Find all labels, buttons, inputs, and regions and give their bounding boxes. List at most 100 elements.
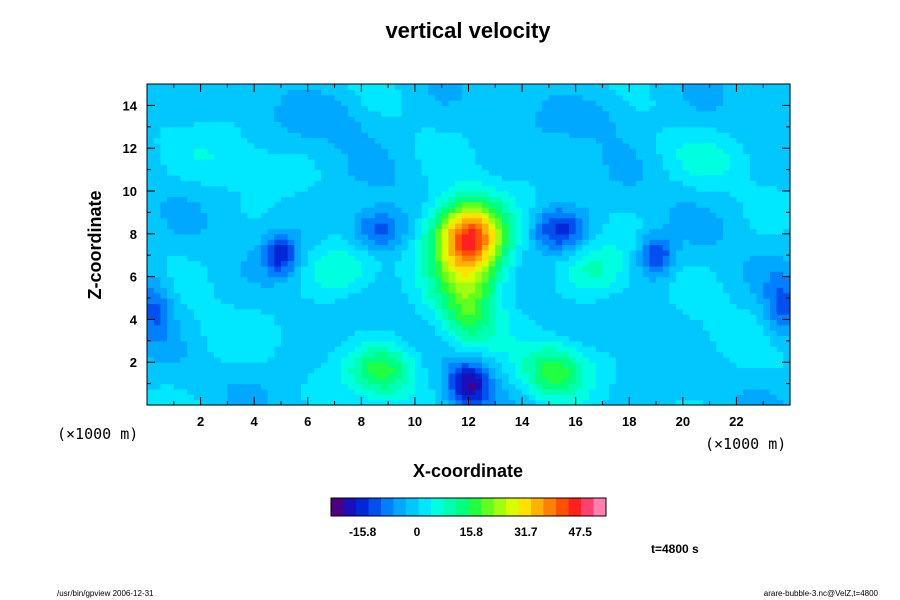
heatmap-cell	[200, 228, 208, 235]
heatmap-cell	[408, 212, 416, 219]
heatmap-cell	[220, 228, 228, 235]
heatmap-cell	[615, 121, 624, 128]
heatmap-cell	[301, 265, 309, 272]
heatmap-cell	[642, 287, 650, 294]
heatmap-cell	[381, 260, 389, 267]
heatmap-cell	[555, 244, 563, 251]
heatmap-cell	[240, 303, 249, 310]
heatmap-cell	[555, 207, 563, 213]
heatmap-cell	[307, 180, 316, 187]
heatmap-cell	[321, 287, 329, 294]
heatmap-cell	[522, 265, 530, 272]
heatmap-cell	[167, 164, 175, 171]
heatmap-cell	[555, 116, 563, 123]
heatmap-cell	[622, 330, 630, 337]
heatmap-cell	[535, 265, 543, 272]
heatmap-cell	[575, 372, 583, 379]
heatmap-cell	[368, 335, 376, 342]
heatmap-cell	[408, 207, 416, 213]
heatmap-cell	[682, 217, 691, 224]
heatmap-cell	[307, 233, 316, 240]
heatmap-cell	[602, 303, 610, 310]
heatmap-cell	[435, 335, 443, 342]
heatmap-cell	[649, 319, 657, 326]
heatmap-cell	[294, 340, 302, 347]
heatmap-cell	[334, 378, 342, 385]
heatmap-cell	[147, 351, 155, 358]
heatmap-cell	[414, 142, 423, 149]
heatmap-cell	[622, 265, 630, 272]
heatmap-cell	[341, 330, 349, 337]
heatmap-cell	[301, 94, 309, 101]
heatmap-cell	[341, 132, 349, 139]
heatmap-cell	[528, 84, 537, 90]
heatmap-cell	[307, 378, 316, 385]
heatmap-cell	[394, 292, 403, 299]
heatmap-cell	[213, 126, 222, 133]
heatmap-cell	[180, 185, 188, 192]
heatmap-cell	[669, 346, 677, 353]
heatmap-cell	[542, 362, 550, 369]
heatmap-cell	[247, 335, 255, 342]
heatmap-cell	[501, 298, 510, 304]
heatmap-cell	[147, 105, 155, 112]
heatmap-cell	[555, 217, 563, 224]
heatmap-cell	[629, 153, 637, 160]
heatmap-cell	[582, 367, 590, 374]
heatmap-cell	[568, 169, 577, 176]
heatmap-cell	[548, 207, 557, 213]
heatmap-cell	[481, 217, 490, 224]
heatmap-cell	[388, 287, 396, 294]
heatmap-cell	[294, 356, 302, 363]
heatmap-cell	[301, 356, 309, 363]
heatmap-cell	[669, 260, 677, 267]
heatmap-cell	[568, 233, 577, 240]
heatmap-cell	[682, 239, 691, 246]
heatmap-cell	[461, 367, 470, 374]
heatmap-cell	[568, 292, 577, 299]
heatmap-cell	[274, 388, 282, 395]
heatmap-cell	[280, 244, 289, 251]
heatmap-cell	[260, 330, 269, 337]
heatmap-cell	[361, 383, 369, 390]
heatmap-cell	[394, 239, 403, 246]
heatmap-cell	[495, 260, 503, 267]
heatmap-cell	[595, 174, 604, 181]
heatmap-cell	[153, 378, 161, 385]
heatmap-cell	[435, 239, 443, 246]
heatmap-cell	[267, 126, 275, 133]
heatmap-cell	[334, 153, 342, 160]
heatmap-cell	[501, 367, 510, 374]
heatmap-cell	[307, 367, 316, 374]
heatmap-cell	[173, 308, 182, 315]
heatmap-cell	[153, 100, 161, 106]
heatmap-cell	[595, 394, 604, 401]
heatmap-cell	[582, 121, 590, 128]
heatmap-cell	[234, 142, 242, 149]
heatmap-cell	[368, 292, 376, 299]
heatmap-cell	[455, 126, 463, 133]
heatmap-cell	[381, 378, 389, 385]
heatmap-cell	[702, 319, 711, 326]
heatmap-cell	[428, 383, 436, 390]
heatmap-cell	[361, 126, 369, 133]
heatmap-cell	[167, 335, 175, 342]
heatmap-cell	[508, 287, 516, 294]
heatmap-cell	[656, 298, 664, 304]
heatmap-cell	[475, 367, 483, 374]
heatmap-cell	[448, 372, 456, 379]
heatmap-cell	[649, 367, 657, 374]
heatmap-cell	[187, 378, 195, 385]
heatmap-cell	[227, 153, 235, 160]
heatmap-cell	[428, 265, 436, 272]
heatmap-cell	[234, 110, 242, 117]
heatmap-cell	[301, 383, 309, 390]
heatmap-cell	[381, 335, 389, 342]
heatmap-cell	[528, 233, 537, 240]
heatmap-cell	[649, 303, 657, 310]
heatmap-cell	[321, 351, 329, 358]
heatmap-cell	[408, 100, 416, 106]
heatmap-cell	[602, 100, 610, 106]
heatmap-cell	[682, 292, 691, 299]
heatmap-cell	[662, 153, 671, 160]
